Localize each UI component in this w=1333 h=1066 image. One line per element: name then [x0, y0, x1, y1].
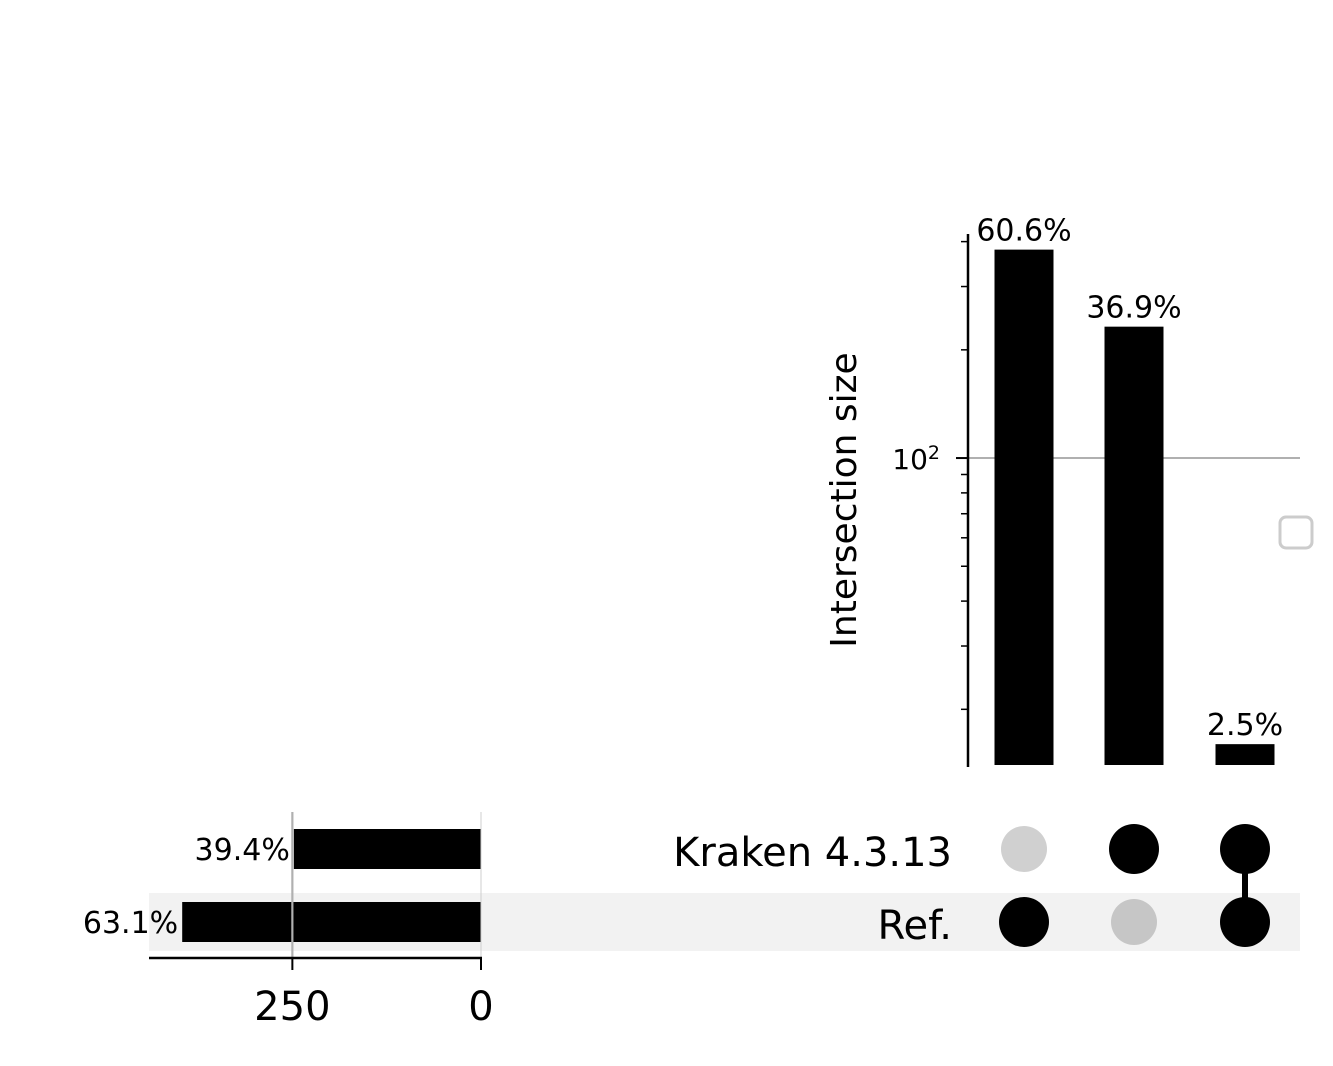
set-size-xtick-label: 250	[254, 984, 330, 1030]
ytick-label-base: 10	[892, 443, 928, 476]
matrix-dot-active	[1220, 824, 1270, 874]
intersection-bars: 60.6% 36.9% 2.5%	[976, 214, 1283, 765]
matrix-dot-inactive	[1111, 899, 1157, 945]
set-size-xtick-label: 0	[468, 984, 493, 1030]
matrix-dot-active	[1220, 897, 1270, 947]
matrix-dot-active	[1109, 824, 1159, 874]
intersection-ylabel: Intersection size	[824, 352, 865, 647]
intersection-bar	[1104, 326, 1164, 765]
ytick-label: 102	[892, 442, 940, 476]
set-size-bar-label: 39.4%	[195, 833, 290, 868]
intersection-bar-label: 36.9%	[1086, 291, 1181, 326]
set-size-bar	[182, 902, 481, 942]
membership-matrix	[999, 824, 1270, 947]
set-size-bars: 39.4% 63.1%	[83, 812, 481, 958]
set-size-axis: 250 0	[149, 812, 494, 1030]
set-name-label: Ref.	[878, 903, 953, 949]
intersection-bar	[994, 249, 1054, 765]
matrix-dot-active	[999, 897, 1049, 947]
intersection-axis: 102	[892, 234, 970, 767]
set-name-label: Kraken 4.3.13	[673, 830, 952, 876]
set-size-bar-label: 63.1%	[83, 906, 178, 941]
intersection-bar-label: 60.6%	[976, 214, 1071, 249]
intersection-bar-label: 2.5%	[1207, 708, 1283, 743]
set-size-bar	[293, 829, 481, 869]
matrix-dot-inactive	[1001, 826, 1047, 872]
ytick-label-exponent: 2	[928, 442, 940, 464]
intersection-bar	[1215, 744, 1275, 765]
legend-box	[1278, 515, 1314, 550]
set-name-labels: Kraken 4.3.13 Ref.	[673, 830, 952, 949]
